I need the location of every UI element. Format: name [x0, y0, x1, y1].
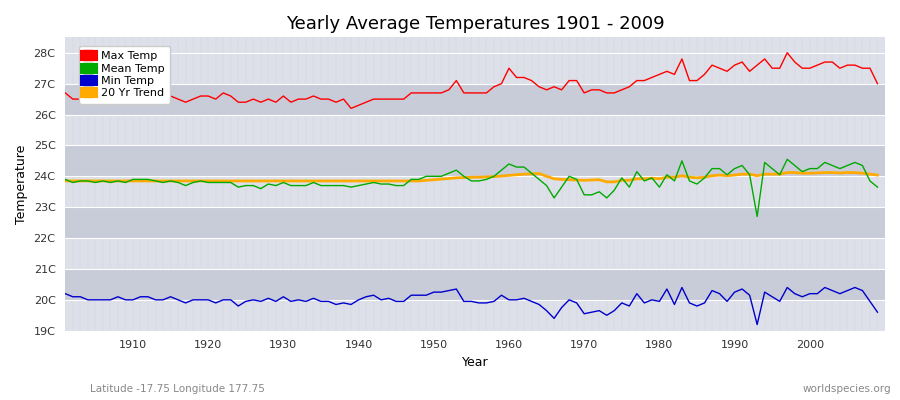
Mean Temp: [120, 180, 130, 185]
Max Temp: [330, 100, 341, 104]
Title: Yearly Average Temperatures 1901 - 2009: Yearly Average Temperatures 1901 - 2009: [286, 15, 664, 33]
Line: Min Temp: Min Temp: [66, 288, 878, 324]
Bar: [66, 176, 885, 207]
Max Temp: [346, 106, 356, 111]
Bar: [66, 53, 885, 84]
Bar: [66, 269, 885, 300]
Bar: [66, 84, 885, 114]
20 Yr Trend: [782, 170, 793, 175]
20 Yr Trend: [594, 177, 605, 182]
20 Yr Trend: [872, 173, 883, 178]
Line: Max Temp: Max Temp: [66, 53, 878, 108]
Bar: [66, 146, 885, 176]
Legend: Max Temp, Mean Temp, Min Temp, 20 Yr Trend: Max Temp, Mean Temp, Min Temp, 20 Yr Tre…: [79, 46, 170, 104]
Mean Temp: [594, 189, 605, 194]
Min Temp: [594, 308, 605, 313]
Max Temp: [285, 100, 296, 104]
Text: Latitude -17.75 Longitude 177.75: Latitude -17.75 Longitude 177.75: [90, 384, 265, 394]
20 Yr Trend: [120, 178, 130, 183]
Bar: [66, 114, 885, 146]
20 Yr Trend: [504, 173, 515, 178]
Text: worldspecies.org: worldspecies.org: [803, 384, 891, 394]
Mean Temp: [330, 183, 341, 188]
Max Temp: [120, 97, 130, 102]
20 Yr Trend: [496, 174, 507, 178]
Bar: [66, 238, 885, 269]
Line: 20 Yr Trend: 20 Yr Trend: [66, 173, 878, 182]
Min Temp: [752, 322, 762, 327]
Mean Temp: [782, 157, 793, 162]
Line: Mean Temp: Mean Temp: [66, 159, 878, 216]
Mean Temp: [872, 185, 883, 190]
Mean Temp: [496, 168, 507, 172]
Bar: [66, 300, 885, 331]
20 Yr Trend: [285, 178, 296, 183]
Max Temp: [511, 75, 522, 80]
Min Temp: [120, 298, 130, 302]
Min Temp: [504, 298, 515, 302]
Mean Temp: [285, 183, 296, 188]
Min Temp: [496, 293, 507, 298]
20 Yr Trend: [330, 178, 341, 183]
Max Temp: [782, 50, 793, 55]
Mean Temp: [504, 162, 515, 166]
Mean Temp: [60, 177, 71, 182]
Max Temp: [601, 90, 612, 95]
Min Temp: [285, 299, 296, 304]
Max Temp: [504, 66, 515, 71]
Min Temp: [872, 310, 883, 314]
Y-axis label: Temperature: Temperature: [15, 144, 28, 224]
Bar: [66, 207, 885, 238]
Min Temp: [60, 291, 71, 296]
20 Yr Trend: [601, 180, 612, 184]
Min Temp: [677, 285, 688, 290]
X-axis label: Year: Year: [462, 356, 489, 369]
Max Temp: [60, 90, 71, 95]
Max Temp: [872, 81, 883, 86]
20 Yr Trend: [60, 178, 71, 183]
Min Temp: [330, 302, 341, 307]
Mean Temp: [752, 214, 762, 219]
